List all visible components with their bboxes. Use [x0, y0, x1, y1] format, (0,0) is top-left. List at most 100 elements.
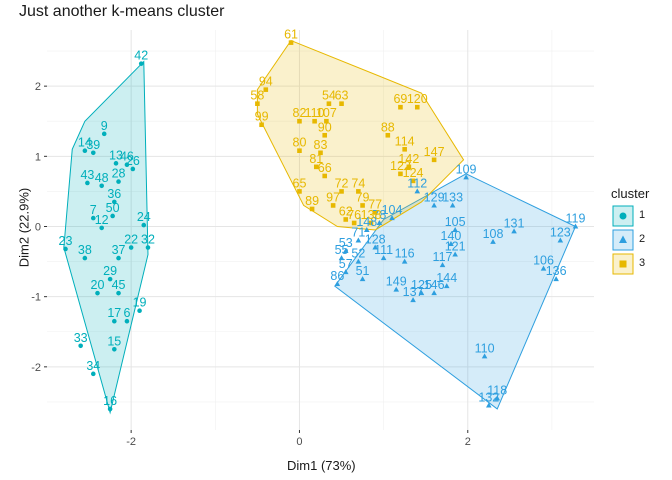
- point-label: 90: [318, 120, 332, 134]
- point-label: 128: [365, 233, 386, 247]
- point-cluster-3: [372, 210, 378, 215]
- point-label: 140: [441, 229, 462, 243]
- point-label: 133: [442, 190, 463, 204]
- point-cluster-1: [82, 148, 88, 154]
- point-cluster-1: [90, 150, 96, 156]
- point-cluster-3: [322, 132, 328, 138]
- point-cluster-3: [414, 104, 420, 110]
- point-label: 107: [316, 106, 337, 120]
- point-label: 32: [141, 233, 155, 247]
- point-cluster-3: [339, 189, 344, 194]
- point-cluster-2: [376, 219, 383, 225]
- point-cluster-3: [368, 220, 374, 226]
- point-cluster-3: [351, 220, 357, 226]
- point-cluster-1: [99, 183, 104, 189]
- x-tick-label: 0: [296, 436, 302, 448]
- point-cluster-2: [463, 174, 469, 180]
- point-cluster-2: [359, 276, 366, 282]
- point-label: 39: [86, 138, 100, 152]
- point-cluster-1: [112, 318, 117, 324]
- point-cluster-2: [443, 283, 450, 289]
- point-cluster-3: [288, 40, 294, 45]
- chart-title: Just another k-means cluster: [19, 3, 225, 20]
- point-label: 58: [250, 89, 264, 103]
- point-label: 13: [109, 148, 123, 162]
- point-label: 53: [339, 236, 353, 250]
- legend-label-3: 3: [639, 257, 646, 269]
- point-cluster-2: [355, 237, 362, 243]
- point-label: 148: [356, 215, 377, 229]
- point-label: 132: [478, 390, 499, 404]
- point-cluster-3: [406, 164, 412, 170]
- point-cluster-2: [431, 290, 437, 296]
- point-cluster-1: [78, 343, 83, 349]
- x-tick-label: 2: [465, 436, 471, 448]
- point-cluster-3: [259, 122, 264, 128]
- point-label: 42: [134, 49, 148, 63]
- point-cluster-3: [360, 203, 365, 208]
- point-label: 124: [403, 166, 424, 180]
- point-label: 104: [382, 203, 403, 217]
- point-label: 76: [347, 208, 361, 222]
- point-cluster-1: [116, 255, 121, 261]
- point-cluster-3: [297, 189, 302, 194]
- point-cluster-2: [449, 202, 456, 208]
- point-cluster-3: [263, 87, 269, 92]
- point-label: 112: [407, 176, 427, 190]
- point-label: 79: [356, 190, 370, 204]
- point-cluster-1: [113, 161, 119, 166]
- point-cluster-2: [540, 265, 547, 271]
- point-label: 22: [124, 233, 138, 247]
- y-tick-label: -1: [31, 292, 41, 304]
- point-label: 52: [351, 247, 365, 261]
- point-cluster-3: [297, 148, 302, 154]
- point-label: 61: [284, 28, 298, 42]
- y-axis-label: Dim2 (22.9%): [16, 187, 32, 268]
- point-label: 131: [504, 216, 525, 230]
- point-label: 7: [90, 203, 97, 217]
- point-cluster-3: [318, 150, 323, 156]
- y-tick-label: 0: [35, 221, 41, 233]
- point-label: 106: [533, 254, 554, 268]
- point-cluster-1: [137, 308, 142, 314]
- point-label: 6: [123, 306, 130, 320]
- point-cluster-1: [63, 246, 68, 252]
- point-cluster-1: [145, 245, 151, 250]
- point-label: 114: [395, 134, 415, 148]
- point-label: 111: [374, 243, 393, 257]
- point-label: 28: [112, 167, 126, 181]
- point-cluster-1: [101, 131, 107, 137]
- point-cluster-1: [112, 346, 117, 352]
- point-label: 45: [112, 278, 126, 292]
- point-cluster-3: [410, 178, 416, 184]
- point-cluster-1: [141, 222, 147, 228]
- point-label: 110: [475, 341, 495, 355]
- point-label: 108: [483, 227, 504, 241]
- point-cluster-2: [511, 228, 517, 234]
- point-label: 50: [106, 201, 120, 215]
- y-tick-label: 2: [35, 81, 41, 93]
- point-label: 144: [436, 271, 457, 285]
- legend-label-1: 1: [639, 209, 646, 221]
- point-label: 109: [456, 162, 477, 176]
- point-cluster-1: [124, 318, 130, 324]
- point-cluster-2: [452, 251, 458, 257]
- point-label: 80: [293, 136, 307, 150]
- y-tick-label: 1: [35, 151, 41, 163]
- point-label: 29: [103, 264, 117, 278]
- point-cluster-3: [402, 146, 407, 152]
- point-label: 15: [107, 334, 121, 348]
- point-cluster-3: [312, 118, 317, 124]
- point-label: 125: [411, 278, 432, 292]
- point-cluster-1: [130, 166, 136, 172]
- point-label: 142: [398, 152, 419, 166]
- point-cluster-1: [90, 371, 96, 377]
- point-cluster-1: [95, 290, 100, 296]
- point-label: 123: [550, 226, 571, 240]
- point-label: 17: [107, 306, 121, 320]
- point-cluster-1: [82, 255, 88, 261]
- point-label: 105: [445, 215, 466, 229]
- point-label: 78: [372, 208, 386, 222]
- point-label: 88: [381, 120, 395, 134]
